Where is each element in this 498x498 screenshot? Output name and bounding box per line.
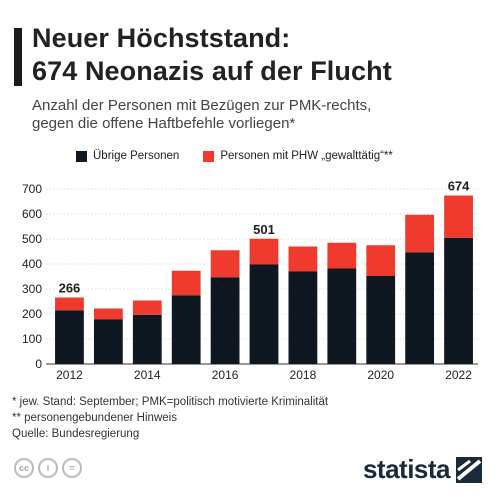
bar-total-label: 674 bbox=[448, 179, 470, 194]
bar-segment-other bbox=[366, 276, 396, 364]
bar-segment-violent bbox=[55, 297, 84, 311]
chart-title: Neuer Höchststand: 674 Neonazis auf der … bbox=[32, 22, 392, 88]
no-derivatives-icon[interactable]: = bbox=[62, 458, 82, 478]
y-tick-label: 0 bbox=[35, 357, 42, 371]
x-tick-label: 2014 bbox=[134, 368, 161, 382]
legend-item-violent: Personen mit PHW „gewalttätig“** bbox=[203, 150, 393, 162]
legend-swatch-other bbox=[76, 150, 87, 162]
bar-segment-other bbox=[327, 268, 357, 364]
bar-segment-other bbox=[93, 319, 123, 364]
source-note: Quelle: Bundesregierung bbox=[12, 428, 140, 440]
bar-segment-other bbox=[132, 314, 162, 364]
legend-label-other: Übrige Personen bbox=[93, 150, 180, 162]
bar-segment-other bbox=[55, 310, 84, 364]
bar-segment-violent bbox=[249, 238, 279, 265]
bar-segment-other bbox=[405, 252, 435, 364]
y-tick-label: 700 bbox=[22, 182, 42, 196]
y-tick-label: 500 bbox=[22, 232, 42, 246]
bar-segment-violent bbox=[93, 308, 123, 320]
creative-commons-icon[interactable]: cc bbox=[14, 458, 34, 478]
y-tick-label: 200 bbox=[22, 307, 42, 321]
bar-segment-violent bbox=[327, 242, 357, 269]
chart-subtitle: Anzahl der Personen mit Bezügen zur PMK-… bbox=[32, 97, 371, 133]
bar-segment-violent bbox=[444, 195, 473, 238]
bar-total-label: 266 bbox=[59, 281, 81, 296]
x-tick-label: 2020 bbox=[367, 368, 394, 382]
subtitle-line-2: gegen die offene Haftbefehle vorliegen* bbox=[32, 115, 296, 132]
attribution-icon[interactable]: i bbox=[38, 458, 58, 478]
y-tick-label: 600 bbox=[22, 207, 42, 221]
y-tick-label: 100 bbox=[22, 332, 42, 346]
brand-name: statista bbox=[362, 454, 451, 484]
bar-segment-other bbox=[249, 264, 279, 364]
footnotes: * jew. Stand: September; PMK=politisch m… bbox=[12, 394, 328, 442]
license-icons: cc i = bbox=[14, 458, 86, 478]
bar-segment-violent bbox=[405, 214, 435, 253]
x-tick-label: 2012 bbox=[56, 368, 83, 382]
bar-segment-violent bbox=[132, 300, 162, 315]
x-tick-label: 2022 bbox=[445, 368, 472, 382]
x-tick-label: 2016 bbox=[212, 368, 239, 382]
legend-item-other: Übrige Personen bbox=[76, 150, 179, 162]
y-tick-label: 300 bbox=[22, 282, 42, 296]
legend-label-violent: Personen mit PHW „gewalttätig“** bbox=[220, 150, 393, 162]
legend-swatch-violent bbox=[203, 150, 215, 162]
bar-segment-other bbox=[288, 271, 318, 364]
x-tick-label: 2018 bbox=[290, 368, 317, 382]
bar-segment-other bbox=[210, 277, 240, 364]
subtitle-line-1: Anzahl der Personen mit Bezügen zur PMK-… bbox=[32, 97, 372, 114]
bar-segment-violent bbox=[288, 246, 318, 272]
title-line-2: 674 Neonazis auf der Flucht bbox=[32, 56, 392, 86]
statista-logo[interactable]: statista bbox=[363, 454, 482, 485]
title-accent-bar bbox=[14, 28, 22, 86]
bar-segment-violent bbox=[366, 245, 396, 276]
legend: Übrige Personen Personen mit PHW „gewalt… bbox=[76, 150, 417, 162]
y-tick-label: 400 bbox=[22, 257, 42, 271]
bar-segment-violent bbox=[210, 250, 240, 278]
bar-segment-other bbox=[171, 295, 201, 364]
bar-segment-other bbox=[444, 237, 473, 364]
title-line-1: Neuer Höchststand: bbox=[32, 23, 291, 53]
footnote-1: * jew. Stand: September; PMK=politisch m… bbox=[12, 396, 329, 408]
bar-segment-violent bbox=[171, 270, 201, 296]
footnote-2: ** personengebundener Hinweis bbox=[12, 412, 177, 424]
bar-total-label: 501 bbox=[253, 222, 275, 237]
statista-logo-mark-icon bbox=[456, 456, 482, 483]
